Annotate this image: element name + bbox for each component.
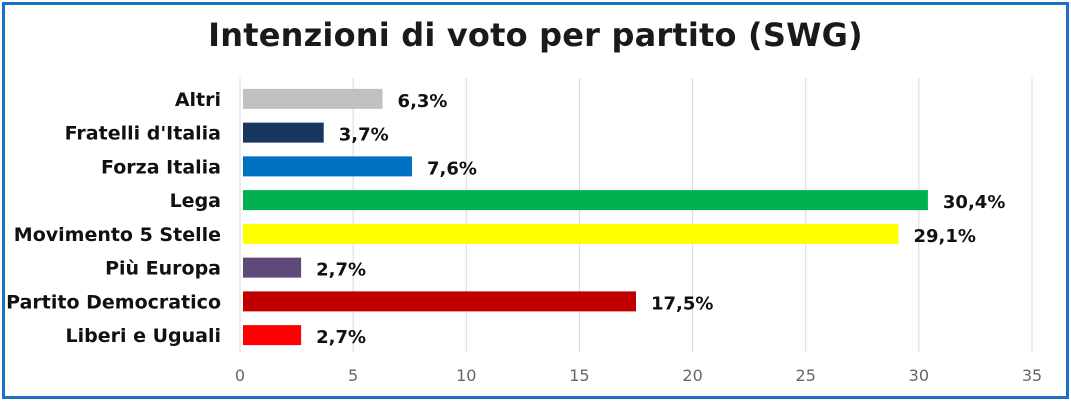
chart-title: Intenzioni di voto per partito (SWG) bbox=[208, 16, 863, 54]
bar bbox=[243, 88, 383, 109]
x-tick-label: 10 bbox=[456, 366, 476, 385]
x-tick-label: 35 bbox=[1022, 366, 1042, 385]
category-labels: Altri Fratelli d'Italia Forza Italia Lega Mo… bbox=[6, 89, 221, 347]
x-tick-label: 15 bbox=[569, 366, 589, 385]
category-label: Liberi e Uguali bbox=[65, 325, 221, 347]
category-label: Lega bbox=[170, 190, 221, 212]
data-label: 7,6% bbox=[427, 158, 477, 179]
bar bbox=[243, 190, 928, 211]
data-label: 2,7% bbox=[316, 327, 366, 348]
category-label: Forza Italia bbox=[101, 156, 221, 178]
x-tick-labels: 0 5 10 15 20 25 30 35 bbox=[235, 366, 1042, 385]
data-label: 17,5% bbox=[651, 293, 713, 314]
bars bbox=[243, 88, 928, 346]
bar bbox=[243, 257, 302, 278]
data-label: 29,1% bbox=[913, 226, 975, 247]
category-label: Più Europa bbox=[105, 258, 221, 280]
category-label: Altri bbox=[175, 89, 221, 111]
data-label: 3,7% bbox=[339, 125, 389, 146]
bar bbox=[243, 291, 636, 312]
category-label: Movimento 5 Stelle bbox=[14, 224, 221, 246]
category-label: Partito Democratico bbox=[6, 291, 221, 313]
data-label: 6,3% bbox=[398, 91, 448, 112]
bar bbox=[243, 223, 899, 244]
x-tick-label: 0 bbox=[235, 366, 245, 385]
x-tick-label: 30 bbox=[909, 366, 929, 385]
bar bbox=[243, 156, 412, 177]
bar bbox=[243, 325, 302, 346]
x-tick-label: 20 bbox=[682, 366, 702, 385]
x-tick-label: 5 bbox=[348, 366, 358, 385]
bar bbox=[243, 122, 324, 143]
data-label: 2,7% bbox=[316, 260, 366, 281]
data-label: 30,4% bbox=[943, 192, 1005, 213]
category-label: Fratelli d'Italia bbox=[65, 123, 221, 145]
x-tick-label: 25 bbox=[796, 366, 816, 385]
data-labels: 6,3% 3,7% 7,6% 30,4% 29,1% 2,7% 17,5% 2,7% bbox=[316, 91, 1005, 348]
